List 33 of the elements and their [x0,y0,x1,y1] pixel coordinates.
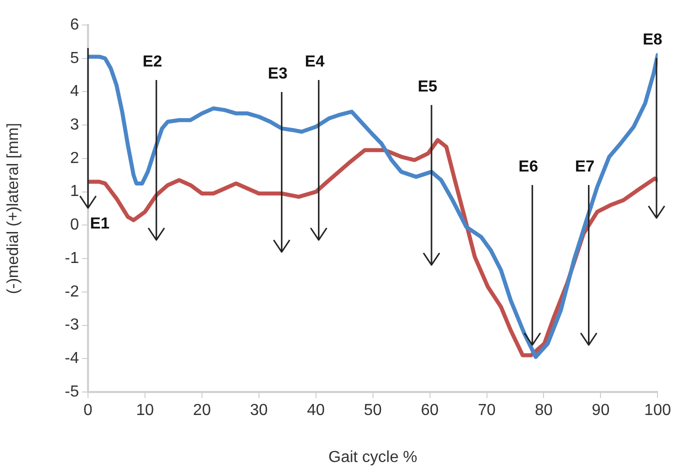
ref-line-label: E4 [304,53,325,70]
y-tick-label: -3 [64,316,80,334]
x-axis-title: Gait cycle % [328,448,418,466]
x-tick-label: 100 [644,402,672,420]
x-tick-label: 40 [306,402,325,420]
x-tick-label: 70 [478,402,496,420]
ref-line-label: E2 [142,53,162,70]
x-tick-label: 90 [592,402,610,420]
ref-line-label: E6 [518,158,538,176]
y-tick-label: 3 [70,116,80,134]
x-tick-label: 60 [420,402,439,420]
ref-line-label: E3 [268,65,288,82]
x-tick-label: 10 [136,402,154,420]
x-tick-label: 50 [364,402,382,420]
ref-line-label: E1 [90,215,110,232]
y-tick-label: 2 [70,150,80,167]
y-tick-label: -2 [64,283,80,300]
ref-line-label: E7 [574,158,595,176]
x-tick-label: 80 [534,402,553,420]
y-tick-label: 5 [70,50,80,67]
y-tick-label: 6 [70,16,80,34]
y-tick-label: -4 [64,350,80,368]
y-tick-label: -1 [64,250,80,267]
y-tick-label: 1 [70,183,80,200]
ref-line-label: E8 [642,31,662,48]
x-tick-label: 0 [84,402,93,420]
ref-line-label: E5 [418,78,438,96]
y-axis-title: (-)medial (+)lateral [mm] [5,122,22,294]
y-tick-label: -5 [64,383,80,400]
x-tick-label: 20 [193,402,211,420]
y-tick-label: 0 [70,216,80,234]
y-tick-label: 4 [70,83,80,100]
x-tick-label: 30 [250,402,268,420]
